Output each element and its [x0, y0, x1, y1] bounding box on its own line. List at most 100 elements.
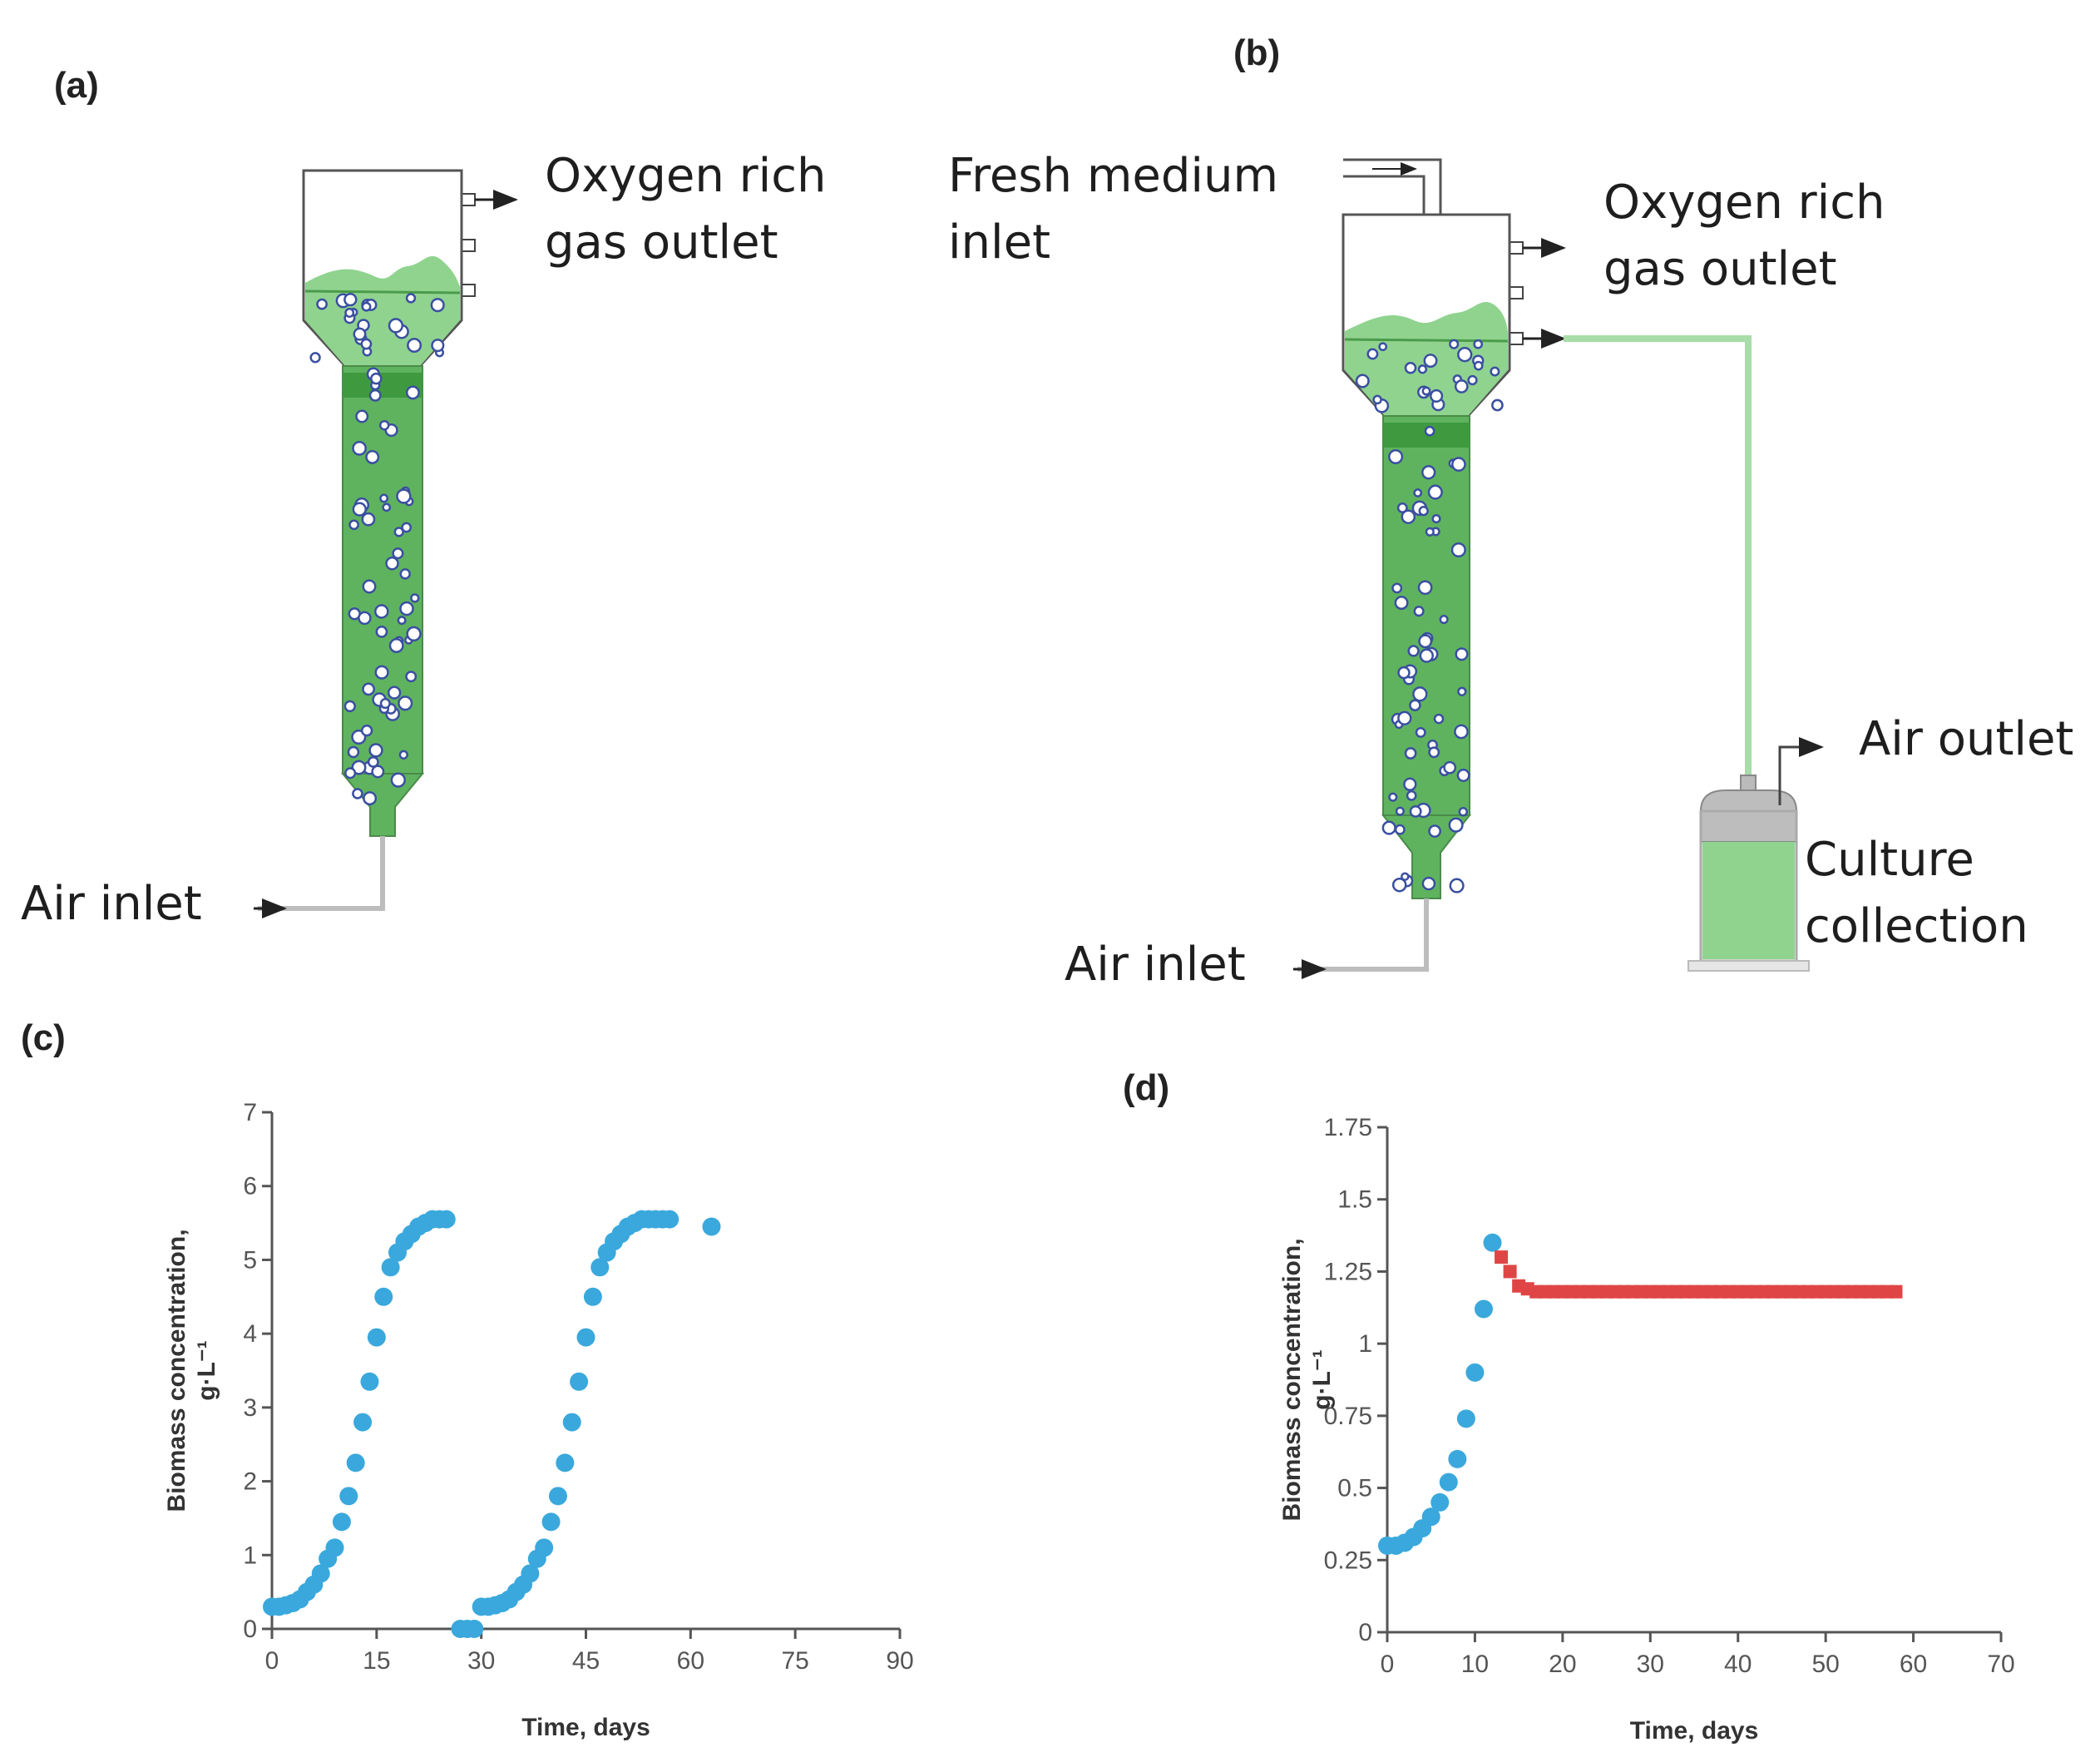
bubble	[343, 700, 356, 713]
bubble	[1425, 527, 1435, 537]
data-point	[1495, 1250, 1509, 1265]
data-point	[465, 1620, 484, 1638]
bioreactor-b	[1297, 213, 1524, 972]
bubble	[410, 593, 420, 603]
data-point	[535, 1538, 554, 1557]
bubble	[1449, 339, 1460, 349]
bubble	[344, 308, 355, 318]
y-tick-label: 4	[243, 1320, 257, 1348]
bubble	[387, 685, 402, 700]
bubble	[1413, 488, 1423, 497]
bubbles	[1355, 339, 1504, 893]
data-point	[541, 1512, 561, 1532]
x-tick-label: 20	[1549, 1651, 1576, 1678]
collection-vessel	[1687, 737, 1824, 972]
y-tick-label: 0.25	[1324, 1547, 1372, 1574]
bubble	[1431, 514, 1441, 524]
bubble	[1391, 582, 1403, 594]
data-point	[339, 1487, 358, 1506]
data-point	[332, 1512, 351, 1532]
data-point	[583, 1287, 602, 1306]
y-tick-label: 5	[243, 1246, 257, 1274]
bubble	[1455, 647, 1469, 661]
bubble	[378, 419, 390, 431]
y-tick-label: 1	[1358, 1330, 1372, 1358]
y-axis-label: Biomass concentration, g·L⁻¹	[1278, 1238, 1336, 1521]
data-point	[346, 1453, 365, 1472]
bubble	[398, 750, 408, 760]
bubble	[1419, 648, 1434, 663]
x-tick-label: 60	[677, 1647, 704, 1675]
bubble	[392, 547, 404, 560]
overflow-pipe	[1564, 335, 1752, 778]
y-tick-label: 0	[1358, 1619, 1372, 1646]
bubble	[375, 626, 388, 638]
bubble	[398, 695, 413, 711]
x-tick-label: 50	[1811, 1651, 1839, 1678]
x-tick-label: 45	[572, 1647, 600, 1675]
vessel-top	[1700, 789, 1797, 843]
bubble	[343, 292, 358, 307]
y-tick-label: 6	[243, 1173, 257, 1200]
bubble	[1404, 362, 1417, 374]
bubble	[1428, 746, 1440, 759]
reactor-bottom	[340, 773, 425, 837]
port	[461, 284, 476, 297]
x-tick-label: 0	[1381, 1651, 1395, 1678]
port	[1509, 332, 1524, 345]
bubble	[1454, 724, 1469, 740]
air-outlet-label: Air outlet	[1859, 712, 2073, 766]
bubble	[1417, 580, 1433, 596]
bubble	[1417, 364, 1428, 374]
port	[1509, 286, 1524, 299]
bubble	[368, 389, 382, 402]
y-tick-label: 1.75	[1324, 1114, 1372, 1141]
bubble	[1401, 872, 1410, 881]
bubble	[370, 372, 383, 385]
bubble	[1443, 760, 1457, 775]
bubble	[361, 512, 376, 527]
bubble	[348, 519, 359, 531]
bubble	[1394, 596, 1409, 611]
bubble	[368, 743, 383, 758]
bubble	[379, 698, 391, 710]
air-outlet-pipe	[1778, 737, 1824, 805]
bubble	[396, 488, 412, 504]
air-inlet-label: Air inlet	[1065, 938, 1246, 992]
bubble	[1413, 606, 1425, 617]
data-point	[1421, 1507, 1440, 1527]
bubble	[385, 557, 399, 571]
panel-c-label: (c)	[21, 1017, 66, 1058]
bubble	[1458, 807, 1469, 817]
medium-inlet-label: inlet	[948, 215, 1050, 270]
bubble	[1388, 792, 1398, 802]
y-tick-label: 2	[243, 1468, 257, 1496]
bubble	[1394, 824, 1406, 835]
bubble	[379, 493, 389, 503]
bubble	[352, 502, 367, 517]
data-point	[590, 1258, 610, 1277]
bubble	[390, 772, 406, 788]
bubble	[406, 626, 422, 642]
bubble	[316, 298, 328, 310]
data-point	[374, 1287, 393, 1306]
bubble	[401, 522, 413, 533]
bubble	[344, 767, 357, 780]
port	[461, 193, 476, 206]
data-point	[367, 1328, 386, 1347]
reactor-bottom	[1381, 814, 1472, 899]
data-point	[311, 1564, 330, 1583]
data-point	[325, 1538, 344, 1557]
y-tick-label: 3	[243, 1394, 257, 1422]
bubble	[1449, 878, 1465, 893]
bubble	[1366, 348, 1379, 360]
bubble	[393, 527, 404, 537]
bubble	[352, 788, 363, 799]
collection-label: Culture	[1805, 833, 1974, 887]
bubble	[382, 502, 392, 512]
data-point	[521, 1564, 540, 1583]
air-inlet-pipe	[258, 836, 385, 911]
panel-a-label: (a)	[54, 65, 99, 106]
